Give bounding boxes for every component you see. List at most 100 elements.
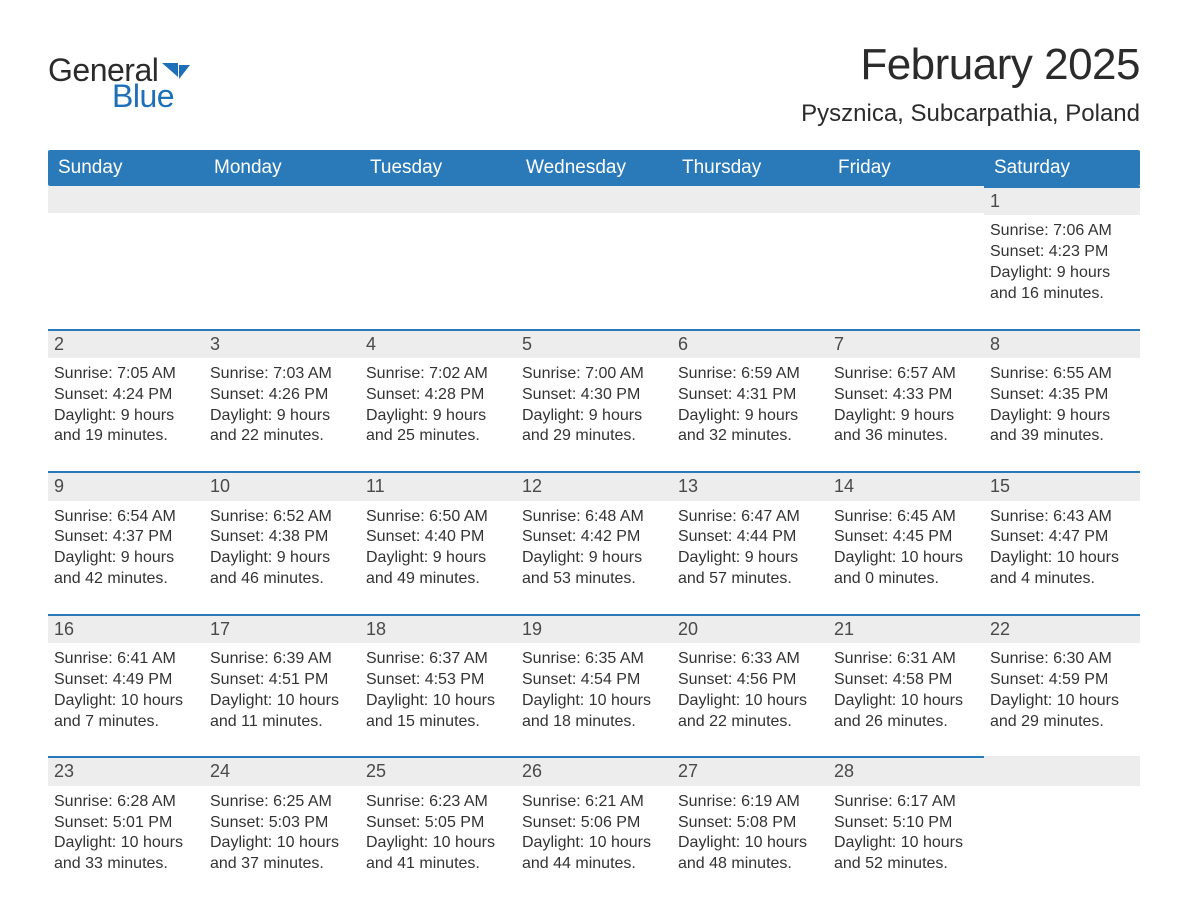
daylight-text-cont: and 33 minutes.: [54, 854, 198, 875]
day-number: 21: [828, 614, 984, 643]
sunset-text: Sunset: 4:33 PM: [834, 385, 978, 406]
day-details: Sunrise: 6:54 AMSunset: 4:37 PMDaylight:…: [48, 501, 204, 590]
day-details: Sunrise: 6:43 AMSunset: 4:47 PMDaylight:…: [984, 501, 1140, 590]
day-number: 17: [204, 614, 360, 643]
daylight-text: Daylight: 10 hours: [990, 691, 1134, 712]
sunset-text: Sunset: 4:44 PM: [678, 527, 822, 548]
day-details: Sunrise: 6:41 AMSunset: 4:49 PMDaylight:…: [48, 643, 204, 732]
day-details: Sunrise: 6:21 AMSunset: 5:06 PMDaylight:…: [516, 786, 672, 875]
daylight-text-cont: and 19 minutes.: [54, 426, 198, 447]
daylight-text: Daylight: 9 hours: [678, 548, 822, 569]
sunset-text: Sunset: 4:30 PM: [522, 385, 666, 406]
sunrise-text: Sunrise: 7:05 AM: [54, 364, 198, 385]
daylight-text: Daylight: 10 hours: [366, 691, 510, 712]
day-details: Sunrise: 6:19 AMSunset: 5:08 PMDaylight:…: [672, 786, 828, 875]
daylight-text-cont: and 29 minutes.: [522, 426, 666, 447]
day-details: Sunrise: 6:55 AMSunset: 4:35 PMDaylight:…: [984, 358, 1140, 447]
sunset-text: Sunset: 5:10 PM: [834, 813, 978, 834]
day-number: 6: [672, 329, 828, 358]
day-number: 24: [204, 756, 360, 785]
day-number: 28: [828, 756, 984, 785]
calendar-day-cell: 4Sunrise: 7:02 AMSunset: 4:28 PMDaylight…: [360, 329, 516, 448]
sunrise-text: Sunrise: 6:55 AM: [990, 364, 1134, 385]
day-details: Sunrise: 7:06 AMSunset: 4:23 PMDaylight:…: [984, 215, 1140, 304]
day-number: 9: [48, 471, 204, 500]
sunrise-text: Sunrise: 6:39 AM: [210, 649, 354, 670]
day-details: Sunrise: 6:45 AMSunset: 4:45 PMDaylight:…: [828, 501, 984, 590]
day-details: Sunrise: 6:35 AMSunset: 4:54 PMDaylight:…: [516, 643, 672, 732]
daylight-text-cont: and 41 minutes.: [366, 854, 510, 875]
day-details: Sunrise: 6:25 AMSunset: 5:03 PMDaylight:…: [204, 786, 360, 875]
daylight-text: Daylight: 9 hours: [522, 548, 666, 569]
calendar-day-cell: 5Sunrise: 7:00 AMSunset: 4:30 PMDaylight…: [516, 329, 672, 448]
sunset-text: Sunset: 4:38 PM: [210, 527, 354, 548]
day-details: Sunrise: 6:52 AMSunset: 4:38 PMDaylight:…: [204, 501, 360, 590]
daylight-text-cont: and 44 minutes.: [522, 854, 666, 875]
calendar-day-cell: [48, 186, 204, 305]
daylight-text-cont: and 29 minutes.: [990, 712, 1134, 733]
daylight-text-cont: and 57 minutes.: [678, 569, 822, 590]
day-number: 19: [516, 614, 672, 643]
calendar-week: 1Sunrise: 7:06 AMSunset: 4:23 PMDaylight…: [48, 186, 1140, 305]
day-number: 11: [360, 471, 516, 500]
daylight-text-cont: and 39 minutes.: [990, 426, 1134, 447]
day-details: Sunrise: 6:23 AMSunset: 5:05 PMDaylight:…: [360, 786, 516, 875]
sunrise-text: Sunrise: 6:23 AM: [366, 792, 510, 813]
daylight-text-cont: and 52 minutes.: [834, 854, 978, 875]
calendar-day-cell: [360, 186, 516, 305]
sunrise-text: Sunrise: 6:19 AM: [678, 792, 822, 813]
day-details: Sunrise: 7:02 AMSunset: 4:28 PMDaylight:…: [360, 358, 516, 447]
day-number: 18: [360, 614, 516, 643]
calendar-day-cell: 8Sunrise: 6:55 AMSunset: 4:35 PMDaylight…: [984, 329, 1140, 448]
day-details: Sunrise: 6:50 AMSunset: 4:40 PMDaylight:…: [360, 501, 516, 590]
daylight-text: Daylight: 9 hours: [54, 406, 198, 427]
calendar-day-cell: 11Sunrise: 6:50 AMSunset: 4:40 PMDayligh…: [360, 471, 516, 590]
daylight-text-cont: and 11 minutes.: [210, 712, 354, 733]
sunrise-text: Sunrise: 6:21 AM: [522, 792, 666, 813]
day-number: 14: [828, 471, 984, 500]
daylight-text: Daylight: 10 hours: [678, 833, 822, 854]
day-number: 8: [984, 329, 1140, 358]
sunrise-text: Sunrise: 6:30 AM: [990, 649, 1134, 670]
daylight-text-cont: and 22 minutes.: [678, 712, 822, 733]
day-details: Sunrise: 6:57 AMSunset: 4:33 PMDaylight:…: [828, 358, 984, 447]
calendar-day-cell: 14Sunrise: 6:45 AMSunset: 4:45 PMDayligh…: [828, 471, 984, 590]
calendar-day-cell: 2Sunrise: 7:05 AMSunset: 4:24 PMDaylight…: [48, 329, 204, 448]
sunrise-text: Sunrise: 6:31 AM: [834, 649, 978, 670]
calendar-week: 2Sunrise: 7:05 AMSunset: 4:24 PMDaylight…: [48, 329, 1140, 448]
daylight-text-cont: and 37 minutes.: [210, 854, 354, 875]
calendar-day-cell: 23Sunrise: 6:28 AMSunset: 5:01 PMDayligh…: [48, 756, 204, 875]
day-number: 23: [48, 756, 204, 785]
weekday-header: Saturday: [984, 150, 1140, 186]
sunset-text: Sunset: 4:56 PM: [678, 670, 822, 691]
sunrise-text: Sunrise: 6:43 AM: [990, 507, 1134, 528]
daylight-text: Daylight: 9 hours: [522, 406, 666, 427]
sunrise-text: Sunrise: 6:17 AM: [834, 792, 978, 813]
daylight-text: Daylight: 9 hours: [366, 406, 510, 427]
sunset-text: Sunset: 4:37 PM: [54, 527, 198, 548]
day-number: [204, 186, 360, 213]
daylight-text-cont: and 53 minutes.: [522, 569, 666, 590]
day-details: Sunrise: 6:31 AMSunset: 4:58 PMDaylight:…: [828, 643, 984, 732]
sunset-text: Sunset: 4:54 PM: [522, 670, 666, 691]
sunrise-text: Sunrise: 6:48 AM: [522, 507, 666, 528]
daylight-text-cont: and 32 minutes.: [678, 426, 822, 447]
day-number: 27: [672, 756, 828, 785]
calendar-day-cell: 10Sunrise: 6:52 AMSunset: 4:38 PMDayligh…: [204, 471, 360, 590]
calendar-day-cell: 21Sunrise: 6:31 AMSunset: 4:58 PMDayligh…: [828, 614, 984, 733]
sunset-text: Sunset: 4:58 PM: [834, 670, 978, 691]
brand-logo: General Blue: [48, 40, 190, 112]
sunrise-text: Sunrise: 7:00 AM: [522, 364, 666, 385]
daylight-text-cont: and 0 minutes.: [834, 569, 978, 590]
day-number: 7: [828, 329, 984, 358]
daylight-text-cont: and 42 minutes.: [54, 569, 198, 590]
calendar-day-cell: 18Sunrise: 6:37 AMSunset: 4:53 PMDayligh…: [360, 614, 516, 733]
daylight-text-cont: and 36 minutes.: [834, 426, 978, 447]
sunset-text: Sunset: 5:06 PM: [522, 813, 666, 834]
weekday-header: Sunday: [48, 150, 204, 186]
sunrise-text: Sunrise: 6:37 AM: [366, 649, 510, 670]
day-details: Sunrise: 6:47 AMSunset: 4:44 PMDaylight:…: [672, 501, 828, 590]
sunset-text: Sunset: 4:49 PM: [54, 670, 198, 691]
day-details: Sunrise: 7:03 AMSunset: 4:26 PMDaylight:…: [204, 358, 360, 447]
sunrise-text: Sunrise: 7:02 AM: [366, 364, 510, 385]
